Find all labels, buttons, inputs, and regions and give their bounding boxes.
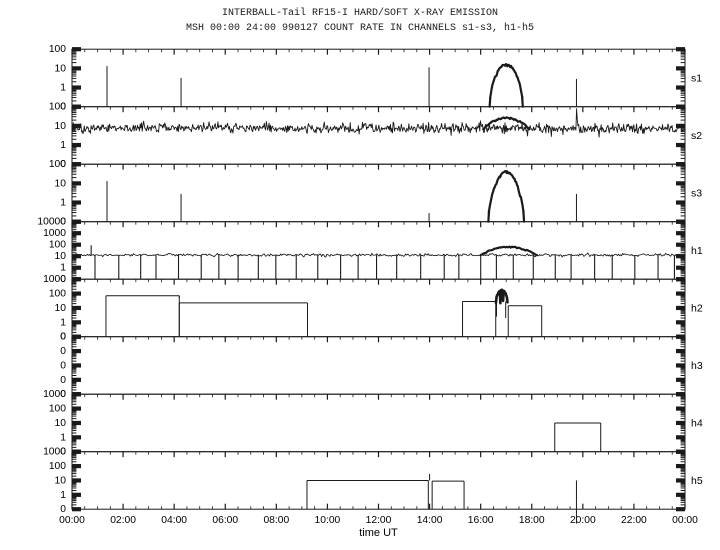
svg-text:time UT: time UT	[359, 527, 398, 539]
svg-text:1000: 1000	[43, 228, 66, 239]
svg-text:1000: 1000	[43, 447, 66, 458]
svg-text:06:00: 06:00	[212, 515, 238, 526]
svg-text:h1: h1	[691, 245, 703, 257]
svg-text:10000: 10000	[37, 217, 66, 228]
svg-text:00:00: 00:00	[672, 515, 698, 526]
svg-text:1000: 1000	[43, 389, 66, 400]
svg-text:0: 0	[60, 346, 66, 357]
svg-text:100: 100	[49, 102, 66, 113]
svg-text:100: 100	[49, 289, 66, 300]
svg-text:s3: s3	[691, 188, 702, 200]
svg-text:0: 0	[60, 375, 66, 386]
svg-text:h2: h2	[691, 303, 703, 315]
svg-text:1: 1	[60, 490, 66, 501]
svg-text:h4: h4	[691, 418, 703, 430]
svg-text:1: 1	[60, 140, 66, 151]
svg-text:10: 10	[55, 475, 67, 486]
svg-text:h3: h3	[691, 360, 703, 372]
svg-text:08:00: 08:00	[263, 515, 289, 526]
svg-text:18:00: 18:00	[519, 515, 545, 526]
svg-text:10:00: 10:00	[315, 515, 341, 526]
svg-text:20:00: 20:00	[570, 515, 596, 526]
svg-text:100: 100	[49, 240, 66, 251]
svg-text:00:00: 00:00	[59, 515, 85, 526]
svg-text:1: 1	[60, 263, 66, 274]
svg-text:16:00: 16:00	[468, 515, 494, 526]
svg-text:1000: 1000	[43, 274, 66, 285]
svg-text:04:00: 04:00	[161, 515, 187, 526]
svg-text:22:00: 22:00	[621, 515, 647, 526]
svg-text:0: 0	[60, 332, 66, 343]
svg-text:1: 1	[60, 198, 66, 209]
svg-text:s1: s1	[691, 73, 702, 85]
svg-text:100: 100	[49, 461, 66, 472]
svg-text:0: 0	[60, 504, 66, 515]
svg-text:s2: s2	[691, 130, 702, 142]
svg-text:10: 10	[55, 251, 67, 262]
svg-text:h5: h5	[691, 475, 703, 487]
svg-text:10: 10	[55, 418, 67, 429]
svg-text:14:00: 14:00	[417, 515, 443, 526]
svg-text:1: 1	[60, 432, 66, 443]
svg-text:1: 1	[60, 317, 66, 328]
svg-text:100: 100	[49, 44, 66, 55]
svg-text:12:00: 12:00	[366, 515, 392, 526]
svg-text:0: 0	[60, 360, 66, 371]
svg-text:10: 10	[55, 63, 67, 74]
svg-text:10: 10	[55, 303, 67, 314]
svg-text:02:00: 02:00	[110, 515, 136, 526]
svg-text:100: 100	[49, 404, 66, 415]
svg-text:10: 10	[55, 178, 67, 189]
svg-text:10: 10	[55, 121, 67, 132]
svg-text:1: 1	[60, 83, 66, 94]
svg-text:100: 100	[49, 159, 66, 170]
